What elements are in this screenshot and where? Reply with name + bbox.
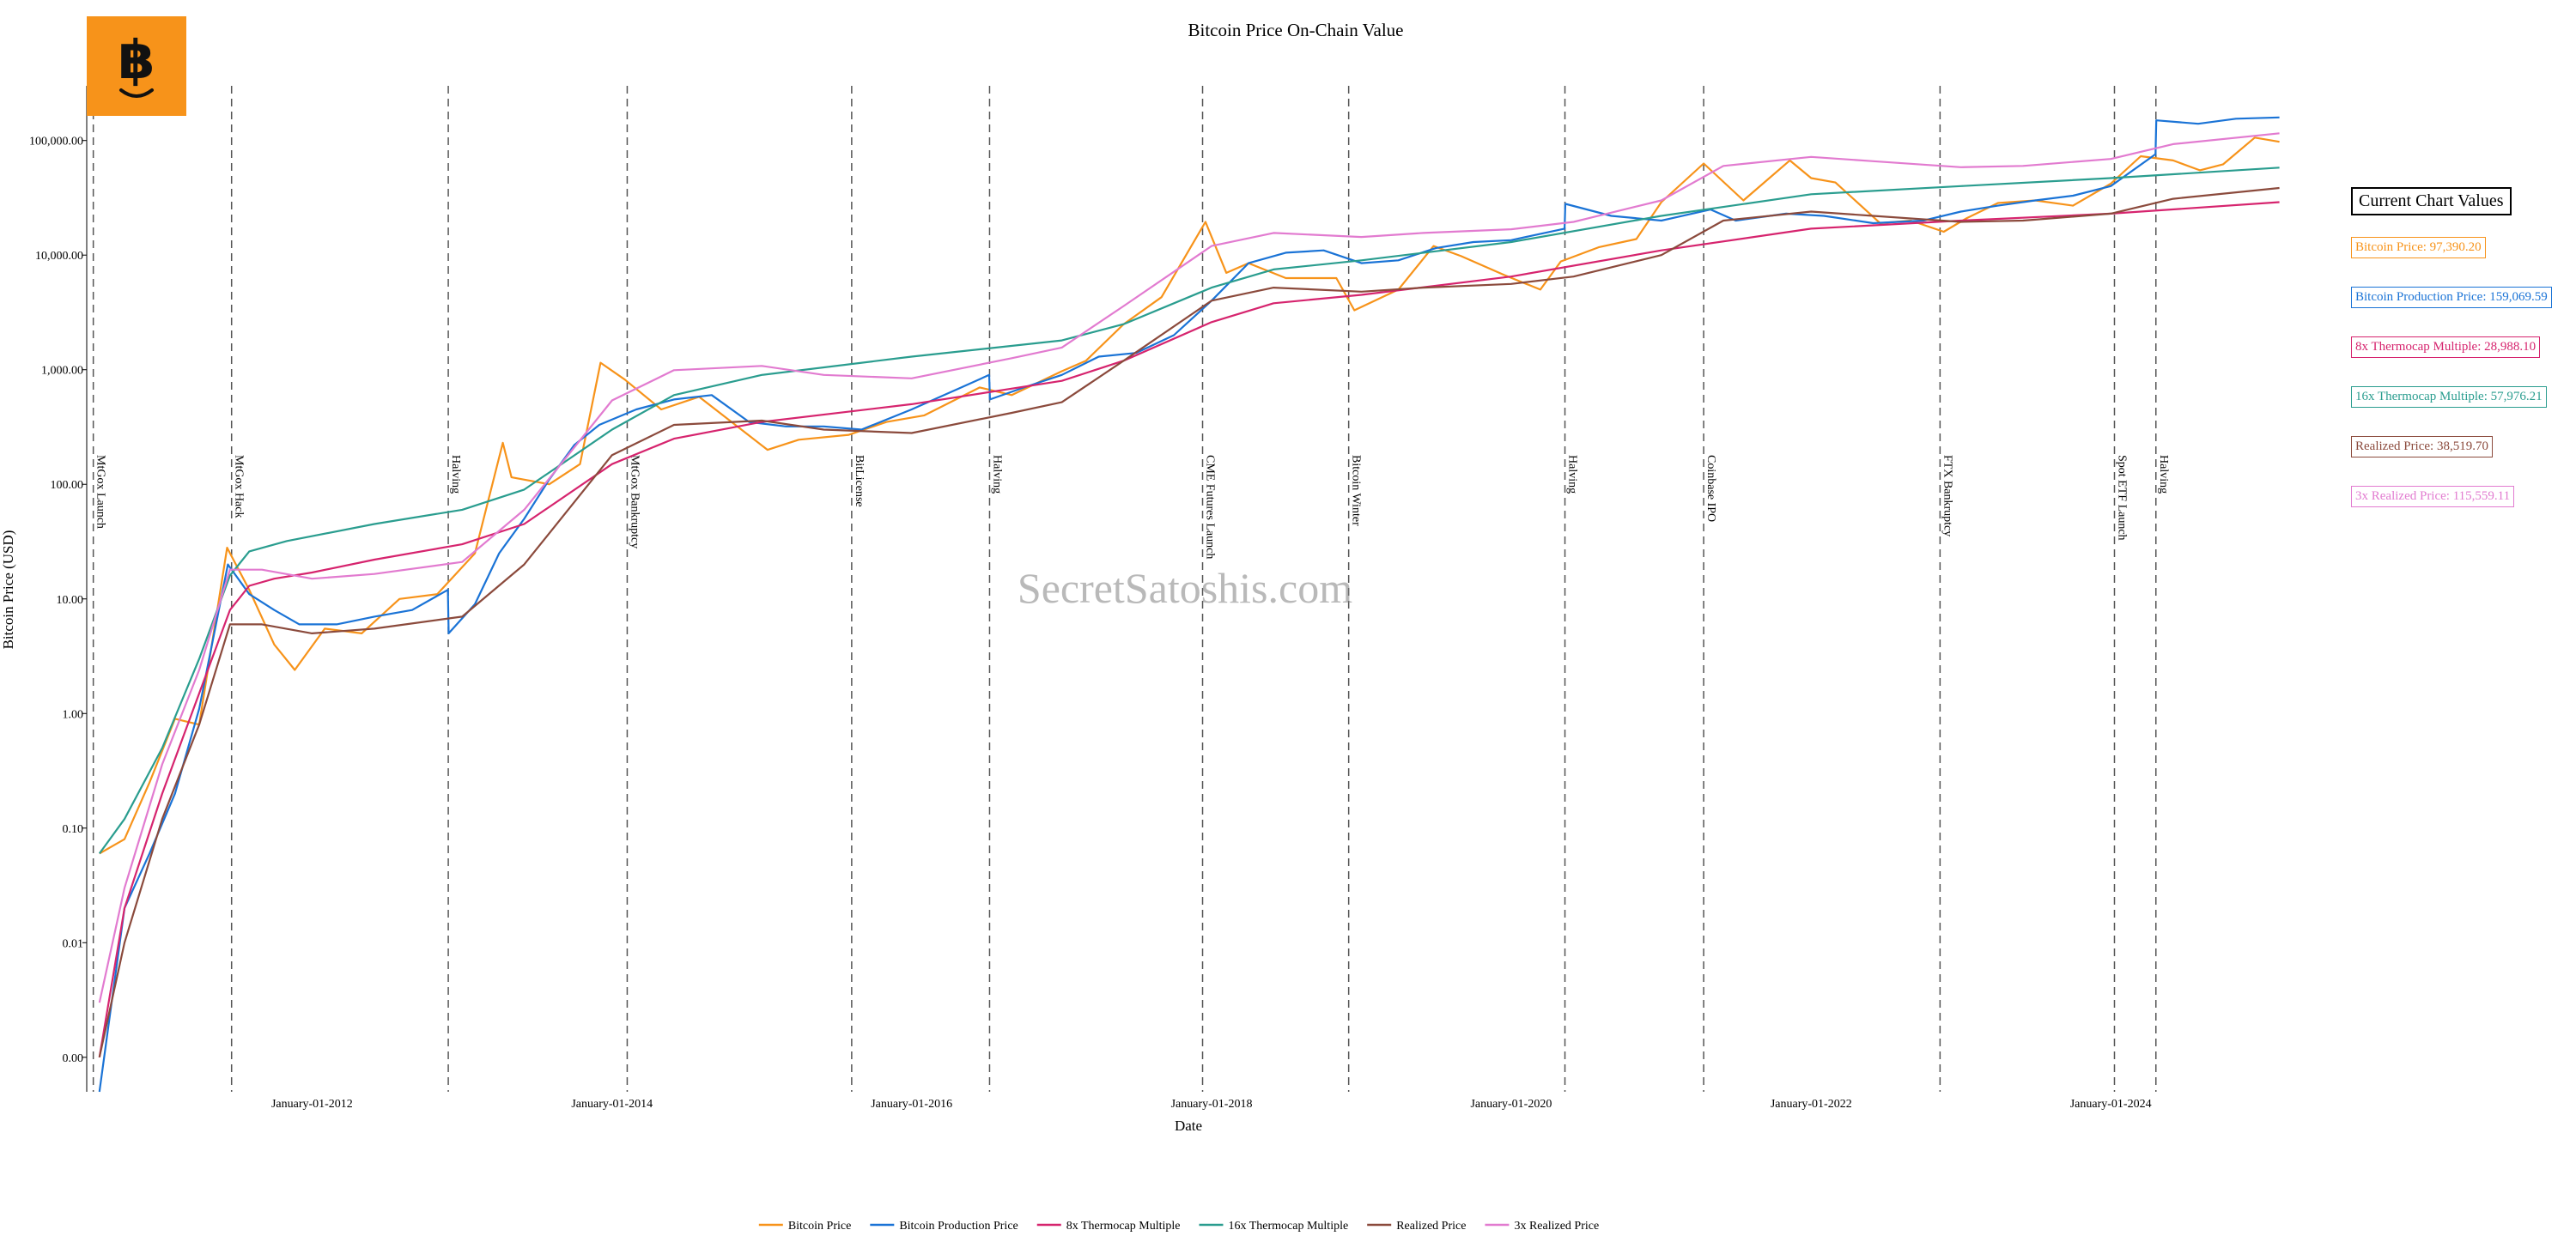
current-value-item: Realized Price: 38,519.70 xyxy=(2351,436,2493,457)
legend-label: 3x Realized Price xyxy=(1514,1220,1599,1233)
legend-label: 16x Thermocap Multiple xyxy=(1228,1220,1348,1233)
series-line xyxy=(99,136,2280,855)
y-axis-label: Bitcoin Price (USD) xyxy=(0,530,16,650)
event-label: Bitcoin Winter xyxy=(1350,455,1363,526)
legend-label: Bitcoin Price xyxy=(788,1220,852,1233)
series-line xyxy=(98,167,2280,855)
y-tick-label: 0.01 xyxy=(63,937,84,950)
event-label: Spot ETF Launch xyxy=(2115,455,2128,541)
event-label: Halving xyxy=(1566,455,1579,494)
chart-title: Bitcoin Price On-Chain Value xyxy=(1188,20,1404,40)
y-tick-label: 1,000.00 xyxy=(41,365,83,378)
y-tick-label: 10.00 xyxy=(57,594,84,607)
y-tick-label: 100.00 xyxy=(51,479,84,492)
current-value-item: Bitcoin Price: 97,390.20 xyxy=(2351,237,2486,258)
series-line xyxy=(98,132,2280,1003)
legend-item: 8x Thermocap Multiple xyxy=(1036,1220,1181,1233)
y-tick-label: 0.00 xyxy=(63,1052,84,1065)
event-lines: MtGox Launch MtGox Hack Halving MtGox Bankr… xyxy=(92,86,2170,1092)
chart-legend: Bitcoin Price Bitcoin Production Price 8x … xyxy=(758,1220,1599,1233)
x-tick-label: January-01-2016 xyxy=(871,1098,952,1111)
event-label: MtGox Hack xyxy=(233,455,246,518)
x-tick-label: January-01-2020 xyxy=(1470,1098,1552,1111)
event-label: BitLicense xyxy=(853,455,866,507)
legend-label: Bitcoin Production Price xyxy=(899,1220,1018,1233)
watermark-text: SecretSatoshis.com xyxy=(1017,564,1353,612)
x-axis-ticks: January-01-2012 January-01-2014 January-01… xyxy=(271,1098,2152,1111)
x-tick-label: January-01-2014 xyxy=(571,1098,653,1111)
y-tick-label: 100,000.00 xyxy=(29,136,83,148)
legend-label: Realized Price xyxy=(1396,1220,1466,1233)
x-tick-label: January-01-2024 xyxy=(2070,1098,2152,1111)
x-tick-label: January-01-2012 xyxy=(271,1098,353,1111)
series-line xyxy=(98,116,2280,1093)
x-axis-label: Date xyxy=(1175,1118,1202,1134)
legend-label: 8x Thermocap Multiple xyxy=(1066,1220,1181,1233)
plot-series xyxy=(98,116,2280,1093)
legend-item: 3x Realized Price xyxy=(1485,1220,1599,1233)
legend-item: Bitcoin Price xyxy=(758,1220,852,1233)
current-value-item: 3x Realized Price: 115,559.11 xyxy=(2351,486,2515,507)
x-tick-label: January-01-2018 xyxy=(1171,1098,1253,1111)
event-label: FTX Bankruptcy xyxy=(1941,455,1953,536)
y-tick-label: 0.10 xyxy=(63,823,84,836)
event-label: MtGox Launch xyxy=(94,455,107,529)
event-label: MtGox Bankruptcy xyxy=(628,455,641,548)
y-tick-label: 1.00 xyxy=(63,708,84,721)
bitcoin-logo: ฿ xyxy=(87,16,186,116)
current-value-item: Bitcoin Production Price: 159,069.59 xyxy=(2351,287,2552,308)
current-value-item: 16x Thermocap Multiple: 57,976.21 xyxy=(2351,386,2547,408)
event-label: Halving xyxy=(2157,455,2170,494)
x-tick-label: January-01-2022 xyxy=(1771,1098,1852,1111)
legend-item: Bitcoin Production Price xyxy=(870,1220,1018,1233)
svg-text:฿: ฿ xyxy=(118,28,155,91)
y-tick-label: 10,000.00 xyxy=(35,250,83,263)
series-line xyxy=(98,201,2280,1057)
current-value-item: 8x Thermocap Multiple: 28,988.10 xyxy=(2351,336,2541,358)
legend-item: Realized Price xyxy=(1367,1220,1466,1233)
y-axis-ticks: 0.00 0.01 0.10 1.00 10.00 100.00 1,000.00 10,00… xyxy=(29,136,87,1065)
series-line xyxy=(98,186,2280,1058)
event-label: CME Futures Launch xyxy=(1204,455,1217,559)
current-values-title: Current Chart Values xyxy=(2351,187,2512,215)
event-label: Halving xyxy=(449,455,462,494)
bitcoin-logo-icon: ฿ xyxy=(118,28,155,98)
event-label: Coinbase IPO xyxy=(1704,455,1717,522)
legend-item: 16x Thermocap Multiple xyxy=(1199,1220,1348,1233)
event-label: Halving xyxy=(990,455,1003,494)
